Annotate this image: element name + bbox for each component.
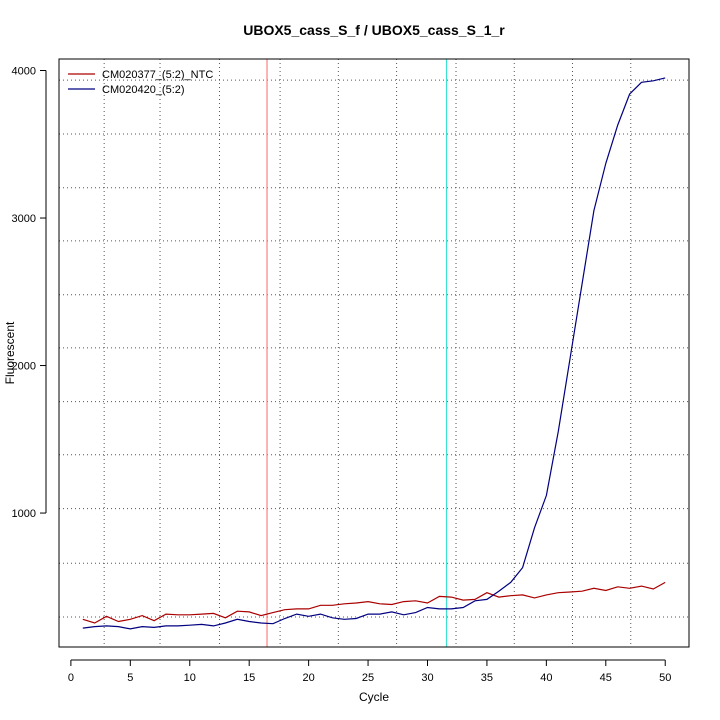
legend-label-2: CM020420_(5:2)	[102, 84, 185, 96]
y-axis: 1000 2000 3000 4000	[12, 66, 47, 520]
grid-lines	[59, 59, 689, 647]
x-tick-label: 25	[362, 672, 374, 684]
x-tick-label: 45	[600, 672, 612, 684]
x-tick-label: 50	[659, 672, 671, 684]
y-tick-label: 1000	[12, 508, 36, 520]
x-tick-label: 40	[540, 672, 552, 684]
plot-frame	[58, 58, 690, 648]
y-axis-label: Fluorescent	[3, 321, 17, 384]
y-tick-label: 3000	[12, 213, 36, 225]
x-tick-label: 30	[421, 672, 433, 684]
x-tick-label: 0	[68, 672, 74, 684]
x-axis-label: Cycle	[359, 690, 389, 704]
legend: CM020377_(5:2)_NTC CM020420_(5:2)	[68, 69, 213, 96]
x-tick-label: 20	[302, 672, 314, 684]
x-tick-label: 15	[243, 672, 255, 684]
series-lines	[82, 77, 666, 630]
x-tick-label: 5	[127, 672, 133, 684]
reference-lines	[266, 59, 448, 647]
y-tick-label: 4000	[12, 66, 36, 78]
chart-title: UBOX5_cass_S_f / UBOX5_cass_S_1_r	[243, 22, 505, 38]
y-tick-label: 2000	[12, 361, 36, 373]
x-axis: 0 5 10 15 20 25 30 35 40 45 50	[68, 659, 671, 684]
x-tick-label: 10	[184, 672, 196, 684]
series-line-2	[82, 77, 666, 630]
series-line-1	[82, 581, 666, 624]
legend-label-1: CM020377_(5:2)_NTC	[102, 69, 213, 81]
x-tick-label: 35	[481, 672, 493, 684]
